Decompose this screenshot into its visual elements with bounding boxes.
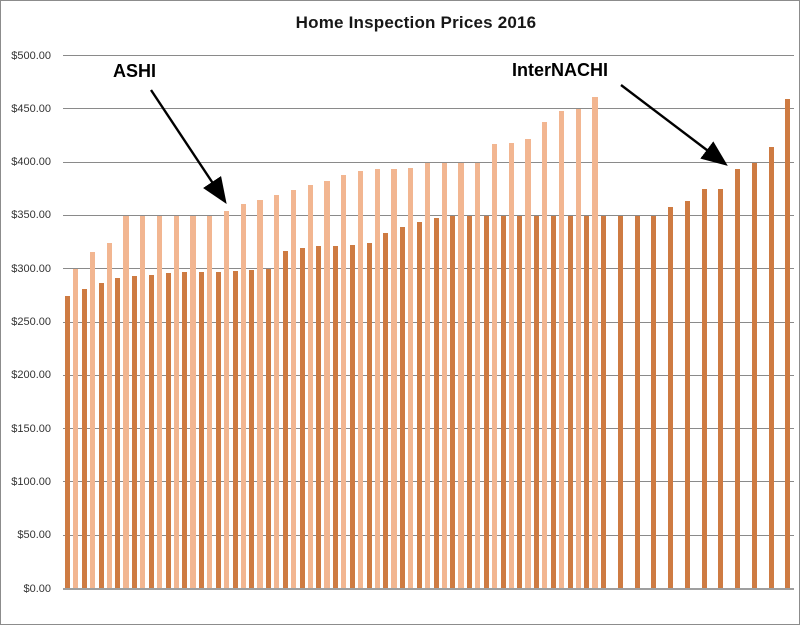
y-axis-label: $400.00 xyxy=(11,156,51,169)
internachi-bar xyxy=(98,283,104,589)
internachi-bar xyxy=(684,200,690,589)
internachi-bar xyxy=(467,215,473,589)
internachi-bar xyxy=(584,215,590,589)
internachi-bar xyxy=(668,207,674,589)
internachi-bar xyxy=(450,215,456,589)
internachi-bar xyxy=(383,232,389,589)
internachi-bar xyxy=(651,215,657,589)
internachi-bar xyxy=(768,146,774,589)
ashi-bar xyxy=(207,215,213,589)
internachi-bar xyxy=(132,275,138,589)
internachi-bar xyxy=(199,272,205,589)
internachi-bar xyxy=(500,215,506,589)
ashi-bar xyxy=(475,162,481,589)
internachi-bar xyxy=(400,226,406,589)
y-axis-label: $250.00 xyxy=(11,316,51,328)
internachi-bar xyxy=(266,269,272,589)
internachi-bar xyxy=(433,218,439,589)
internachi-bar xyxy=(165,273,171,589)
y-axis-label: $450.00 xyxy=(11,102,51,115)
ashi-bar xyxy=(190,215,196,589)
internachi-bar xyxy=(81,289,87,589)
internachi-bar xyxy=(517,215,523,589)
gridline-400 xyxy=(63,161,794,163)
internachi-bar xyxy=(416,222,422,589)
ashi-bar xyxy=(357,171,364,589)
internachi-bar xyxy=(718,189,724,589)
internachi-bar xyxy=(115,277,121,589)
y-axis-label: $300.00 xyxy=(11,262,51,275)
internachi-bar xyxy=(215,272,221,589)
internachi-bar xyxy=(751,162,757,589)
ashi-bar xyxy=(408,167,414,589)
ashi-bar xyxy=(441,162,447,589)
plot-area xyxy=(63,55,794,589)
internachi-annotation-label: InterNACHI xyxy=(512,60,609,80)
ashi-bar xyxy=(458,162,464,589)
ashi-bar xyxy=(106,242,112,589)
internachi-bar xyxy=(349,244,355,589)
y-axis-label: $100.00 xyxy=(11,475,51,488)
ashi-bar xyxy=(592,96,598,589)
y-axis-label: $500.00 xyxy=(11,49,51,62)
y-axis-label: $200.00 xyxy=(11,369,51,382)
ashi-bar xyxy=(491,144,498,589)
x-axis-line xyxy=(63,588,794,590)
ashi-bar xyxy=(558,111,565,589)
internachi-bar xyxy=(249,270,255,589)
ashi-bar xyxy=(542,122,548,589)
chart-title: Home Inspection Prices 2016 xyxy=(295,13,537,32)
ashi-bar xyxy=(424,162,431,589)
ashi-bar xyxy=(89,252,96,589)
y-axis-label: $0.00 xyxy=(23,582,51,595)
internachi-bar xyxy=(232,271,238,589)
ashi-bar xyxy=(374,169,380,589)
ashi-bar xyxy=(240,204,246,589)
y-axis-label: $350.00 xyxy=(11,209,51,222)
gridline-500 xyxy=(63,55,794,56)
ashi-bar xyxy=(140,215,146,589)
internachi-bar xyxy=(701,189,707,589)
ashi-bar xyxy=(274,194,280,589)
internachi-bar xyxy=(65,295,71,589)
internachi-bar xyxy=(366,242,372,589)
internachi-bar xyxy=(785,98,791,589)
internachi-bar xyxy=(182,272,188,589)
ashi-bar xyxy=(307,185,313,589)
ashi-bar xyxy=(341,175,347,589)
y-axis-label: $50.00 xyxy=(17,529,51,542)
internachi-bar xyxy=(282,251,288,589)
ashi-bar xyxy=(223,210,230,589)
ashi-bar xyxy=(508,143,514,589)
internachi-bar xyxy=(550,215,556,589)
internachi-bar xyxy=(483,215,489,589)
internachi-bar xyxy=(299,247,305,589)
internachi-bar xyxy=(601,215,607,589)
gridline-450 xyxy=(63,108,794,110)
ashi-bar xyxy=(156,215,163,589)
internachi-bar xyxy=(316,245,322,589)
ashi-bar xyxy=(123,215,129,589)
internachi-bar xyxy=(634,215,640,589)
internachi-bar xyxy=(148,274,154,589)
internachi-bar xyxy=(567,215,573,589)
y-axis-label: $150.00 xyxy=(11,422,51,435)
internachi-bar xyxy=(617,215,623,589)
ashi-annotation-label: ASHI xyxy=(113,61,157,81)
ashi-bar xyxy=(525,139,531,589)
ashi-bar xyxy=(290,190,297,589)
ashi-bar xyxy=(173,215,179,589)
ashi-bar xyxy=(391,169,397,589)
ashi-bar xyxy=(575,109,581,589)
ashi-bar xyxy=(257,199,263,589)
ashi-bar xyxy=(324,180,330,589)
internachi-bar xyxy=(735,169,741,589)
internachi-bar xyxy=(534,215,540,589)
ashi-bar xyxy=(73,269,79,589)
internachi-bar xyxy=(333,245,339,589)
